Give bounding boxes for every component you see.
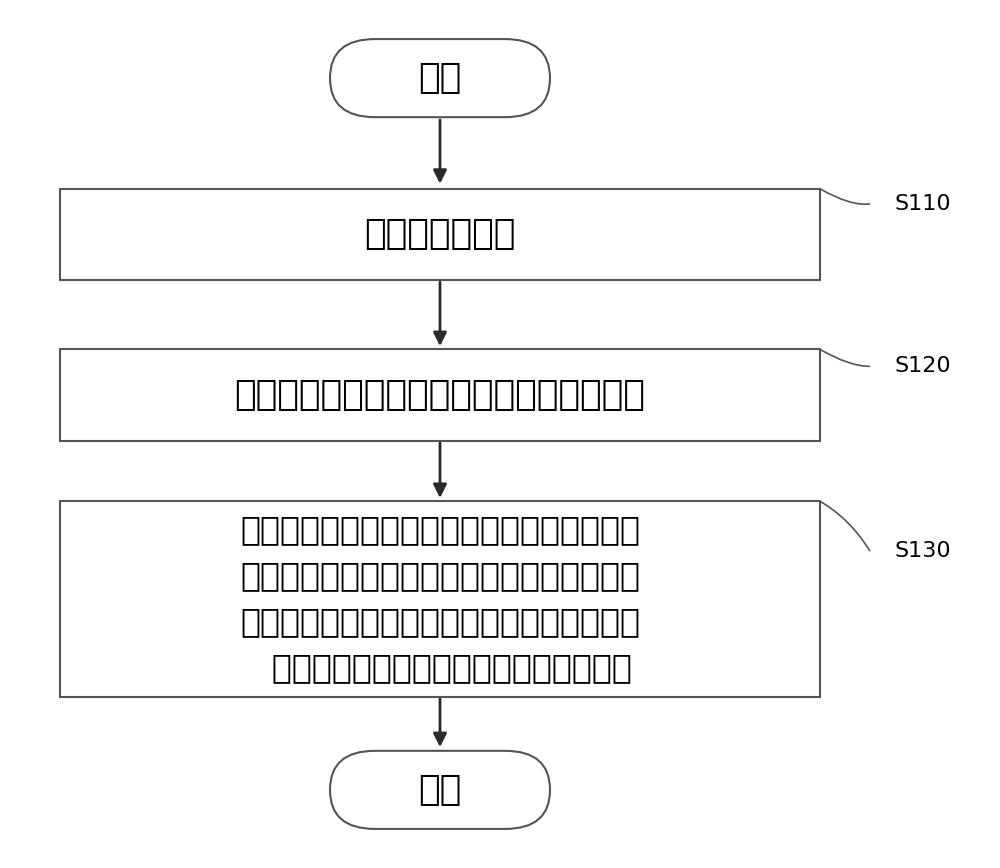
- Text: S130: S130: [895, 541, 952, 562]
- Text: 获取肺超声图像: 获取肺超声图像: [364, 217, 516, 252]
- Text: S120: S120: [895, 356, 952, 377]
- FancyBboxPatch shape: [330, 751, 550, 829]
- Text: S110: S110: [895, 194, 952, 214]
- Bar: [60, 189, 820, 280]
- Text: 对所述肺超声图像基于肺超声征象进行标记: 对所述肺超声图像基于肺超声征象进行标记: [235, 378, 645, 412]
- Bar: [60, 501, 820, 696]
- FancyBboxPatch shape: [330, 39, 550, 117]
- Text: 结束: 结束: [418, 773, 462, 807]
- Text: 将标记好的肺超声图像输入至预先训练好的密
集卷积网络模型中，利用所述密集卷积网络模
型对所述肺超声图像进行分析，获得表征所述
   肺超声图像对应的肺损伤程度的: 将标记好的肺超声图像输入至预先训练好的密 集卷积网络模型中，利用所述密集卷积网络…: [240, 513, 640, 685]
- Text: 开始: 开始: [418, 61, 462, 95]
- Bar: [60, 349, 820, 440]
